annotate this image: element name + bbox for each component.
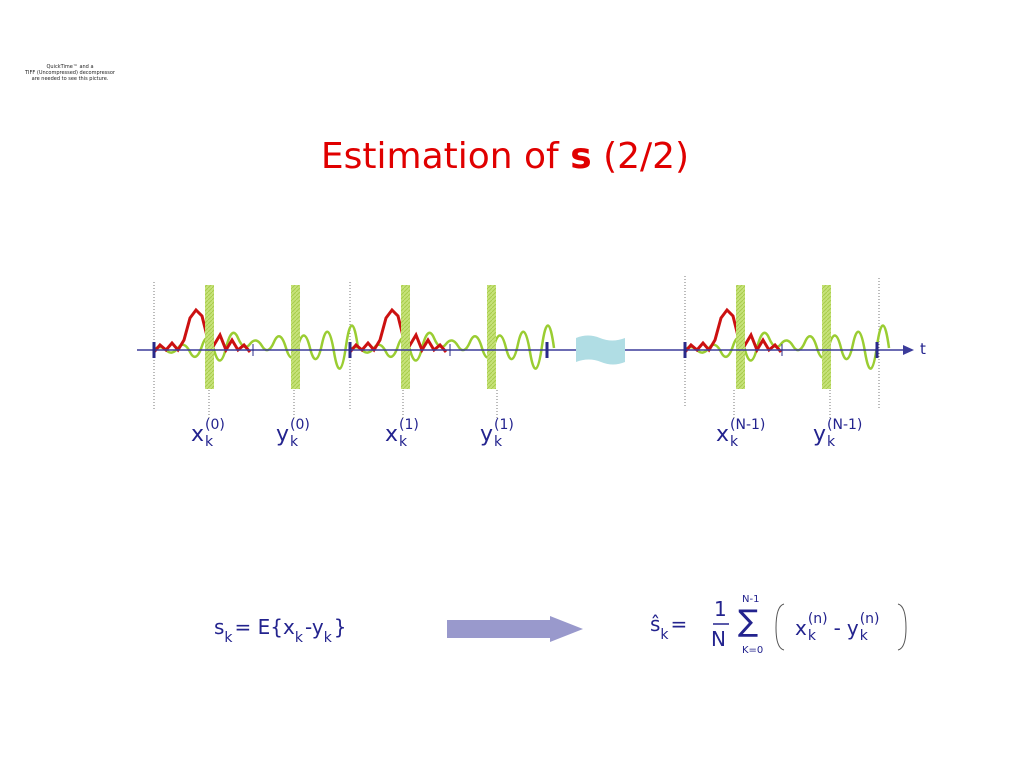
sum-upper: N-1 bbox=[742, 594, 760, 605]
symbol: y bbox=[480, 421, 494, 447]
symbol: x bbox=[191, 421, 205, 447]
notice-line: QuickTime™ and a bbox=[46, 64, 94, 70]
hat-s: ŝk = bbox=[650, 612, 688, 643]
signal-label: x (N-1) k bbox=[716, 418, 765, 450]
scripts: (n) k bbox=[860, 612, 880, 644]
title-suffix: (2/2) bbox=[603, 136, 690, 177]
subscript: k bbox=[807, 628, 816, 644]
small-ticks bbox=[252, 344, 783, 356]
signal-label: y (1) k bbox=[480, 418, 514, 450]
title-text: Estimation of bbox=[320, 136, 559, 177]
notice-line: TIFF (Uncompressed) decompressor bbox=[25, 70, 115, 76]
axis-label: t bbox=[920, 340, 926, 358]
difference: x (n) k - y (n) k bbox=[795, 612, 880, 644]
symbol: } bbox=[333, 615, 347, 639]
subscript: k bbox=[660, 627, 669, 643]
signal-label: y (N-1) k bbox=[813, 418, 862, 450]
superscript: (N-1) bbox=[730, 417, 766, 433]
scripts: (1) k bbox=[399, 418, 419, 450]
subscript: k bbox=[859, 628, 868, 644]
signal-segment bbox=[348, 283, 556, 391]
symbol: x bbox=[385, 421, 399, 447]
subscript: k bbox=[827, 434, 836, 450]
symbol: = E{ bbox=[234, 615, 284, 639]
superscript: (1) bbox=[494, 417, 514, 433]
bracket bbox=[897, 603, 907, 651]
symbol: = bbox=[670, 612, 688, 636]
subscript: k bbox=[730, 434, 739, 450]
superscript: (n) bbox=[807, 611, 828, 627]
placeholder-notice: QuickTime™ and a TIFF (Uncompressed) dec… bbox=[20, 64, 120, 82]
scripts: (N-1) k bbox=[730, 418, 765, 450]
signal-label: x (1) k bbox=[385, 418, 419, 450]
symbol: y bbox=[311, 615, 324, 639]
scripts: (N-1) k bbox=[827, 418, 862, 450]
symbol: y bbox=[813, 421, 827, 447]
subscript: k bbox=[290, 434, 299, 450]
superscript: (0) bbox=[205, 417, 225, 433]
title-bold: s bbox=[570, 136, 592, 177]
signal-segment bbox=[683, 283, 891, 391]
symbol: x bbox=[283, 615, 295, 639]
symbol: y bbox=[846, 616, 859, 640]
superscript: (N-1) bbox=[827, 417, 863, 433]
symbol: y bbox=[276, 421, 290, 447]
sum-lower: K=0 bbox=[742, 645, 764, 656]
symbol: s bbox=[214, 615, 225, 639]
superscript: (1) bbox=[399, 417, 419, 433]
subscript: k bbox=[294, 630, 303, 646]
symbol: x bbox=[795, 616, 807, 640]
signal-label: x (0) k bbox=[191, 418, 225, 450]
superscript: (n) bbox=[859, 611, 880, 627]
gap-symbol bbox=[576, 335, 625, 365]
implies-arrow bbox=[447, 616, 583, 642]
symbol: ŝ bbox=[650, 612, 661, 636]
scripts: (0) k bbox=[205, 418, 225, 450]
symbol: - bbox=[833, 616, 841, 640]
signal-segment bbox=[152, 283, 360, 391]
scripts: (n) k bbox=[808, 612, 828, 644]
symbol: x bbox=[716, 421, 730, 447]
superscript: (0) bbox=[290, 417, 310, 433]
subscript: k bbox=[205, 434, 214, 450]
numerator: 1 bbox=[714, 597, 727, 621]
scripts: (0) k bbox=[290, 418, 310, 450]
symbol: - bbox=[304, 615, 312, 639]
subscript: k bbox=[399, 434, 408, 450]
sum: ∑ bbox=[738, 604, 759, 639]
scripts: (1) k bbox=[494, 418, 514, 450]
denominator: N bbox=[711, 627, 726, 651]
title: Estimation of s (2/2) bbox=[0, 136, 1010, 177]
axis-arrow bbox=[903, 345, 914, 355]
subscript: k bbox=[494, 434, 503, 450]
formula-left: sk = E{xk -yk} bbox=[214, 615, 347, 646]
signal-label: y (0) k bbox=[276, 418, 310, 450]
subscript: k bbox=[224, 630, 233, 646]
bracket bbox=[775, 603, 785, 651]
subscript: k bbox=[323, 630, 332, 646]
ticks bbox=[152, 342, 879, 358]
notice-line: are needed to see this picture. bbox=[31, 76, 109, 82]
